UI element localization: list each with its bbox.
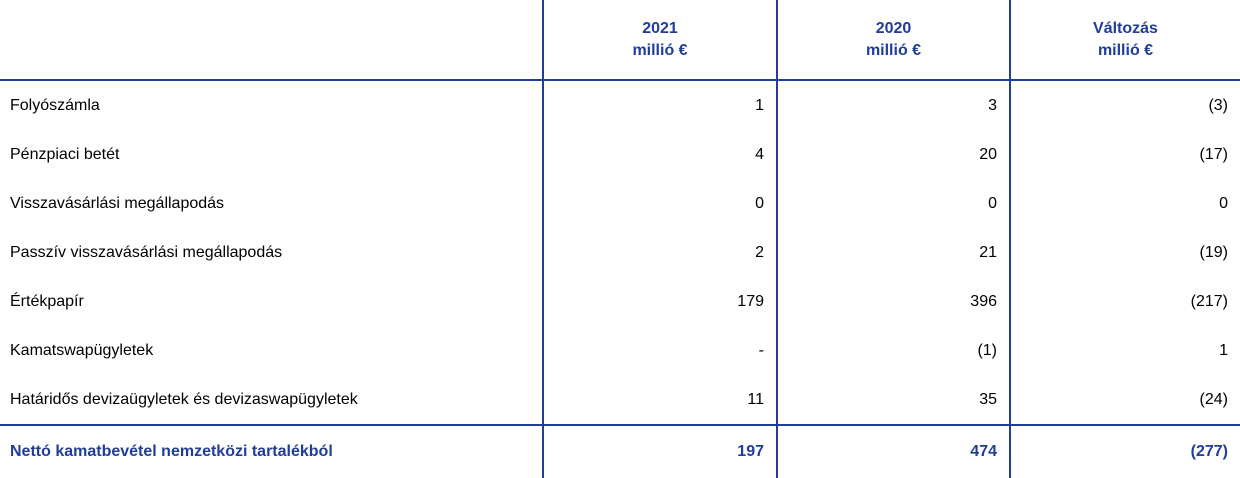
row-label: Határidős devizaügyletek és devizaswapüg… xyxy=(10,390,358,408)
cell-value: 11 xyxy=(542,375,777,425)
cell-value: (3) xyxy=(1009,80,1240,130)
header-empty xyxy=(0,0,543,81)
cell-value: 1 xyxy=(542,80,777,130)
column-year: Változás xyxy=(1093,19,1158,37)
row-label: Értékpapír xyxy=(10,292,84,310)
row-label: Folyószámla xyxy=(10,96,100,114)
data-row: Határidős devizaügyletek és devizaswapüg… xyxy=(0,375,1240,425)
row-label: Nettó kamatbevétel nemzetközi tartalékbó… xyxy=(0,424,543,478)
cell-value: 0 xyxy=(776,179,1010,228)
column-header: Változás millió € xyxy=(1009,0,1240,81)
row-label: Kamatswapügyletek xyxy=(10,341,154,359)
column-year: 2021 xyxy=(642,19,678,37)
table-body: Folyószámla 1 3 (3) Pénzpiaci betét 4 20 (17) Vi… xyxy=(0,80,1240,478)
cell-value: (19) xyxy=(1009,228,1240,277)
row-label: Passzív visszavásárlási megállapodás xyxy=(10,243,283,261)
header-row: 2021 millió € 2020 millió € Változás millió € xyxy=(0,0,1240,81)
cell-value: 2 xyxy=(542,228,777,277)
cell-value: 0 xyxy=(542,179,777,228)
row-label: Pénzpiaci betét xyxy=(10,145,120,163)
cell-value: (1) xyxy=(776,326,1010,375)
data-row: Pénzpiaci betét 4 20 (17) xyxy=(0,130,1240,179)
cell-value: 179 xyxy=(542,277,777,326)
cell-value: (17) xyxy=(1009,130,1240,179)
column-header: 2020 millió € xyxy=(776,0,1010,81)
column-unit: millió € xyxy=(632,41,688,59)
table-header: 2021 millió € 2020 millió € Változás millió € xyxy=(0,0,1240,81)
cell-value: 35 xyxy=(776,375,1010,425)
cell-value: (277) xyxy=(1009,424,1240,478)
cell-value: 21 xyxy=(776,228,1010,277)
row-label: Visszavásárlási megállapodás xyxy=(10,194,225,212)
cell-value: 3 xyxy=(776,80,1010,130)
data-row: Értékpapír 179 396 (217) xyxy=(0,277,1240,326)
cell-value: 20 xyxy=(776,130,1010,179)
column-header: 2021 millió € xyxy=(542,0,777,81)
data-row: Folyószámla 1 3 (3) xyxy=(0,80,1240,130)
cell-value: 197 xyxy=(542,424,777,478)
cell-value: 1 xyxy=(1009,326,1240,375)
cell-value: 4 xyxy=(542,130,777,179)
column-year: 2020 xyxy=(875,19,912,37)
data-row: Passzív visszavásárlási megállapodás 2 21(… xyxy=(0,228,1240,277)
cell-value: 396 xyxy=(776,277,1010,326)
column-unit: millió € xyxy=(1097,41,1154,59)
cell-value: 0 xyxy=(1009,179,1240,228)
data-row: Visszavásárlási megállapodás 0 0 0 xyxy=(0,179,1240,228)
cell-value: - xyxy=(542,326,777,375)
cell-value: (24) xyxy=(1009,375,1240,425)
cell-value: (217) xyxy=(1009,277,1240,326)
data-row: Kamatswapügyletek - (1) 1 xyxy=(0,326,1240,375)
total-row: Nettó kamatbevétel nemzetközi tartalékbó… xyxy=(0,424,1240,478)
cell-value: 474 xyxy=(776,424,1010,478)
column-unit: millió € xyxy=(865,41,922,59)
